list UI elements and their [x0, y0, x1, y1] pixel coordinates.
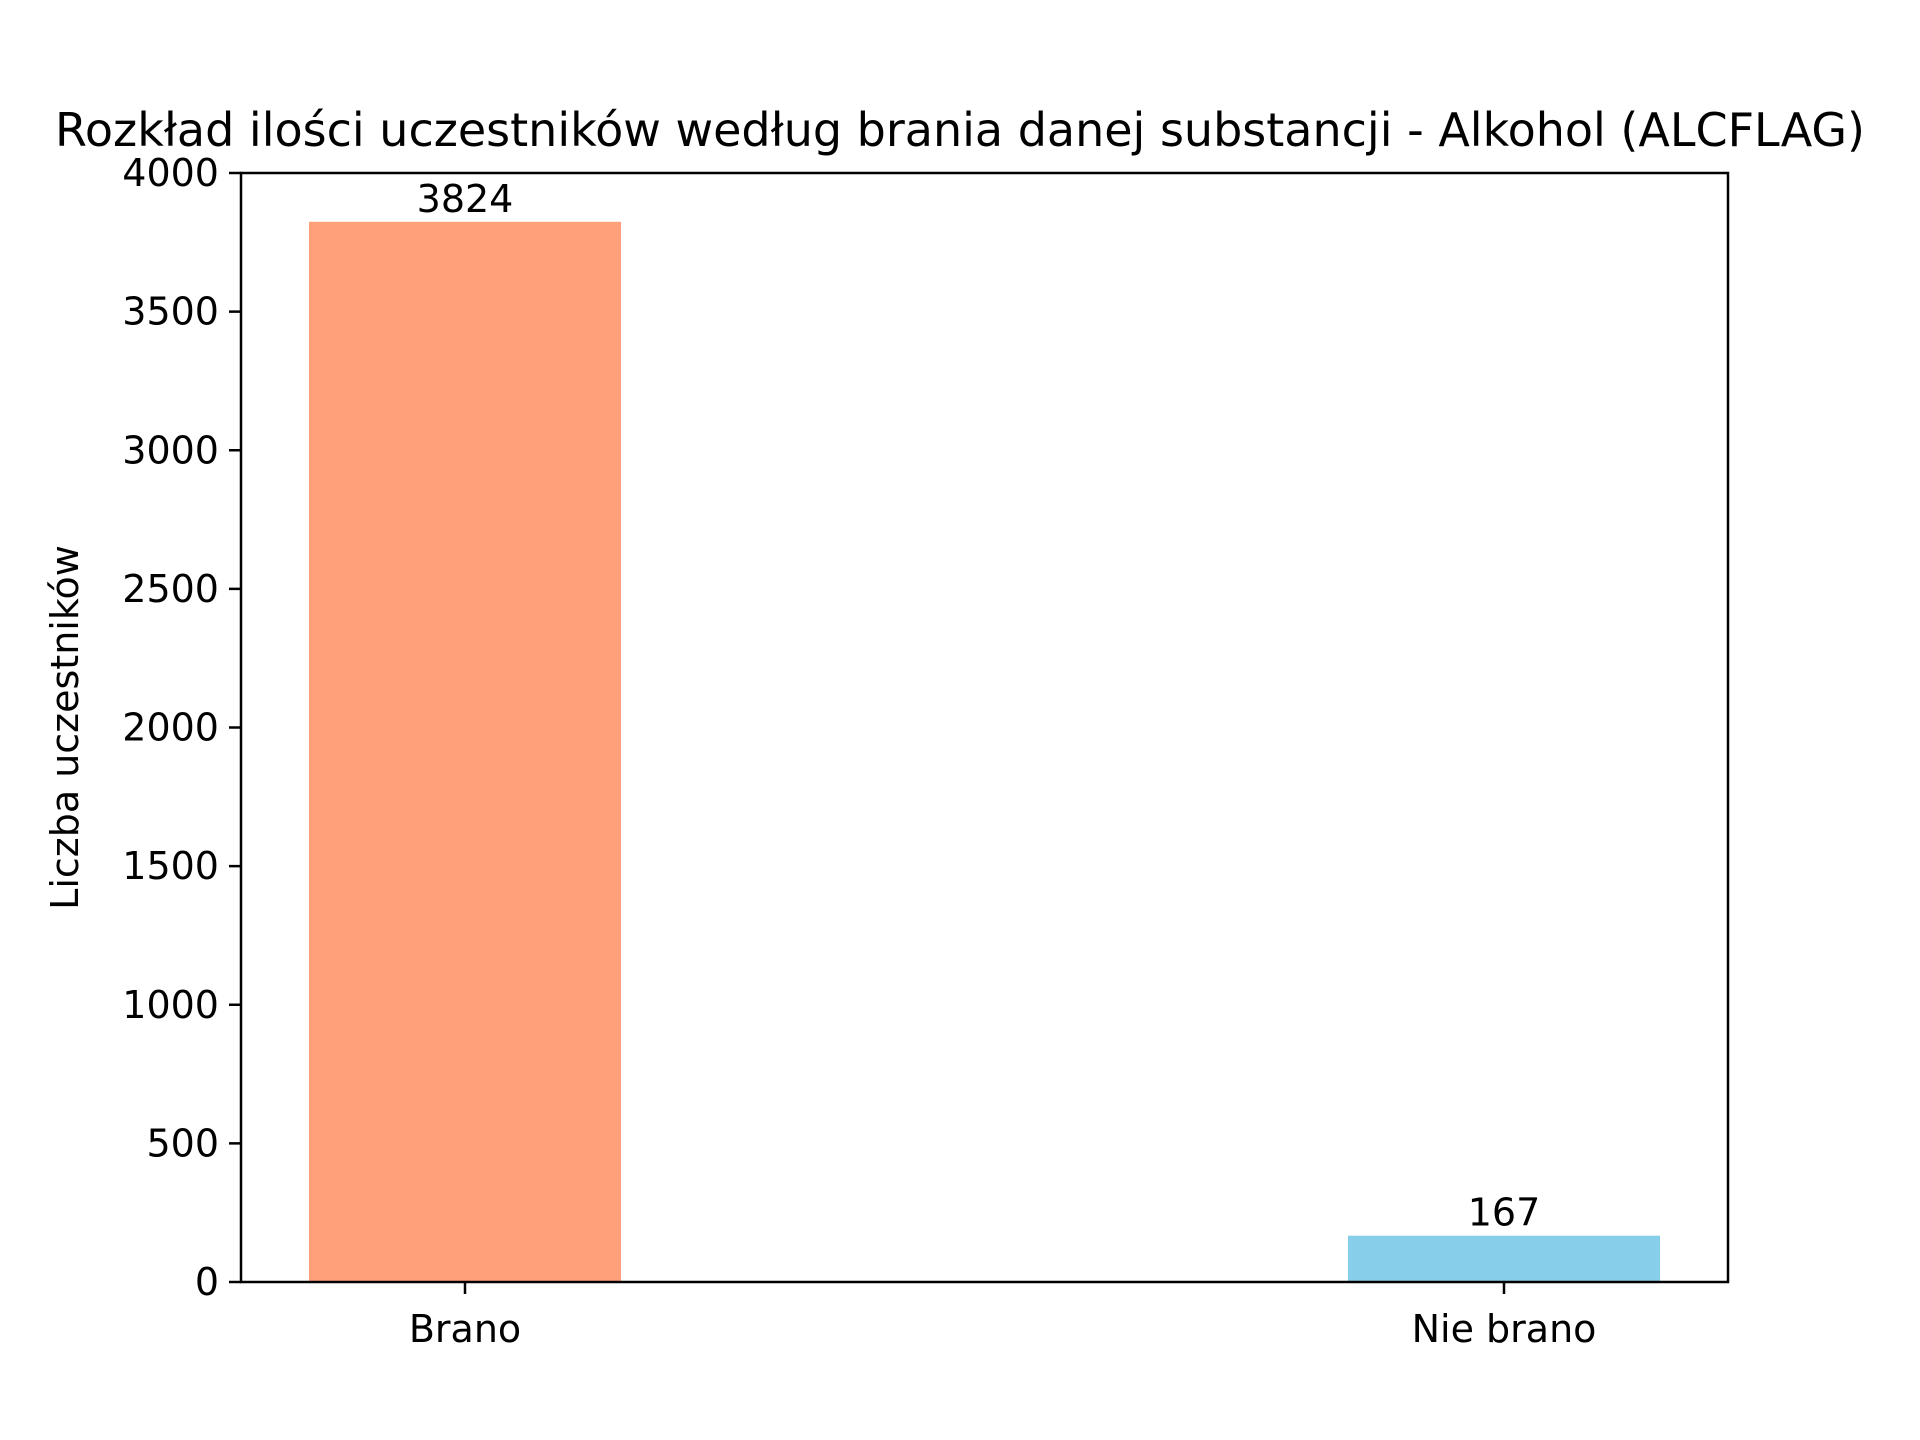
bar-labels-group: 3824 167 — [417, 177, 1541, 1235]
y-tick-label-3: 1000 — [122, 983, 219, 1027]
x-tick-label-1: Brano — [409, 1307, 521, 1351]
x-tick-label-2: Nie brano — [1412, 1307, 1597, 1351]
y-tick-label-1: 0 — [195, 1260, 219, 1304]
bar-value-label-1: 3824 — [417, 177, 514, 221]
y-tick-label-4: 1500 — [122, 844, 219, 888]
bar-value-label-2: 167 — [1468, 1191, 1541, 1235]
bars-group — [309, 221, 1660, 1282]
chart-title: Rozkład ilości uczestników według brania… — [55, 103, 1865, 157]
y-axis: 0 500 1000 1500 2000 2500 3000 3500 4000 — [122, 151, 241, 1304]
bar-1 — [309, 221, 621, 1282]
x-axis: Brano Nie brano — [409, 1282, 1597, 1351]
y-tick-label-9: 4000 — [122, 151, 219, 195]
y-tick-label-5: 2000 — [122, 706, 219, 750]
y-axis-label: Liczba uczestników — [43, 545, 87, 910]
y-tick-label-8: 3500 — [122, 290, 219, 334]
y-tick-label-6: 2500 — [122, 567, 219, 611]
y-tick-label-2: 500 — [146, 1121, 219, 1165]
bar-2 — [1348, 1235, 1660, 1282]
y-tick-label-7: 3000 — [122, 428, 219, 472]
